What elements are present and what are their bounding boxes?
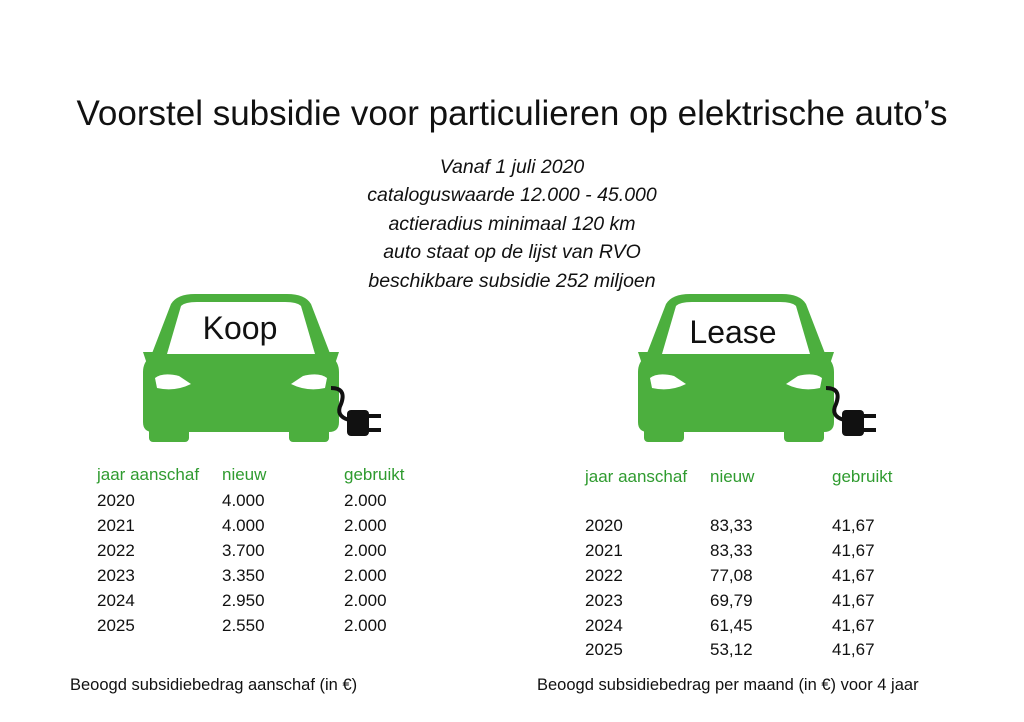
koop-row-used: 2.000: [344, 541, 387, 560]
page-title: Voorstel subsidie voor particulieren op …: [76, 94, 948, 133]
koop-row-new: 2.550: [222, 616, 265, 635]
koop-row-year: 2022: [97, 541, 135, 560]
plug-icon: [330, 386, 381, 436]
electric-car-icon: [638, 294, 834, 442]
lease-row-used: 41,67: [832, 616, 875, 635]
criteria-item: auto staat op de lijst van RVO: [383, 241, 641, 264]
lease-row-year: 2024: [585, 616, 623, 635]
lease-row-year: 2020: [585, 516, 623, 535]
lease-car-icon: [630, 292, 890, 452]
koop-row-new: 4.000: [222, 516, 265, 535]
lease-row-new: 61,45: [710, 616, 753, 635]
lease-row-year: 2023: [585, 591, 623, 610]
lease-row-new: 53,12: [710, 640, 753, 659]
criteria-item: Vanaf 1 juli 2020: [439, 156, 585, 178]
koop-car-icon: [135, 292, 395, 452]
lease-header-used: gebruikt: [832, 467, 893, 486]
lease-label: Lease: [689, 314, 777, 350]
koop-row-year: 2024: [97, 591, 135, 610]
koop-label: Koop: [202, 310, 278, 346]
lease-row-year: 2021: [585, 541, 623, 560]
koop-header-new: nieuw: [222, 465, 267, 484]
lease-row-new: 69,79: [710, 591, 753, 610]
lease-row-used: 41,67: [832, 566, 875, 585]
lease-caption: Beoogd subsidiebedrag per maand (in €) v…: [537, 676, 919, 694]
lease-row-new: 83,33: [710, 516, 753, 535]
lease-row-year: 2025: [585, 640, 623, 659]
criteria-item: beschikbare subsidie 252 miljoen: [368, 269, 656, 292]
lease-row-used: 41,67: [832, 516, 875, 535]
lease-row-used: 41,67: [832, 591, 875, 610]
koop-row-new: 3.350: [222, 566, 265, 585]
criteria-item: cataloguswaarde 12.000 - 45.000: [367, 184, 657, 207]
lease-row-year: 2022: [585, 566, 623, 585]
lease-row-used: 41,67: [832, 541, 875, 560]
koop-row-new: 3.700: [222, 541, 265, 560]
koop-row-used: 2.000: [344, 591, 387, 610]
koop-caption: Beoogd subsidiebedrag aanschaf (in €): [70, 676, 358, 694]
koop-row-new: 4.000: [222, 491, 265, 510]
criteria-item: actieradius minimaal 120 km: [388, 212, 636, 235]
plug-icon: [825, 386, 876, 436]
koop-row-year: 2025: [97, 616, 135, 635]
koop-header-used: gebruikt: [344, 465, 405, 484]
koop-row-year: 2020: [97, 491, 135, 510]
koop-row-used: 2.000: [344, 566, 387, 585]
koop-row-used: 2.000: [344, 491, 387, 510]
koop-row-used: 2.000: [344, 516, 387, 535]
lease-header-year: jaar aanschaf: [585, 467, 688, 486]
koop-row-new: 2.950: [222, 591, 265, 610]
criteria-list: Vanaf 1 juli 2020 cataloguswaarde 12.000…: [262, 153, 762, 295]
koop-row-year: 2023: [97, 566, 135, 585]
lease-header-new: nieuw: [710, 467, 755, 486]
koop-row-year: 2021: [97, 516, 135, 535]
lease-row-new: 77,08: [710, 566, 753, 585]
koop-row-used: 2.000: [344, 616, 387, 635]
lease-row-new: 83,33: [710, 541, 753, 560]
electric-car-icon: [143, 294, 339, 442]
lease-row-used: 41,67: [832, 640, 875, 659]
koop-header-year: jaar aanschaf: [97, 465, 200, 484]
